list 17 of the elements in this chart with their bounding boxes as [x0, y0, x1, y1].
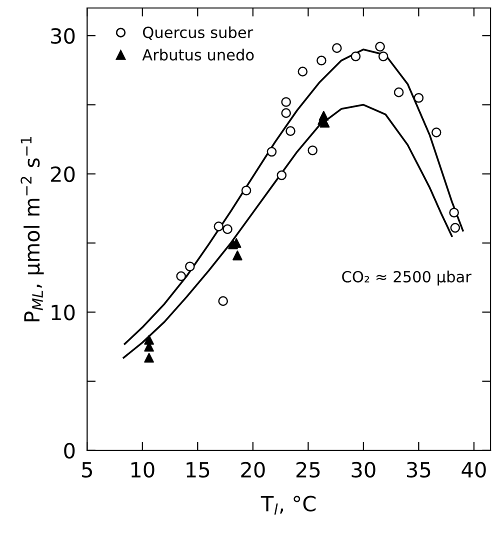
y-tick-label: 20	[51, 166, 75, 182]
x-axis-title: T$_{l}$, °C	[260, 496, 316, 515]
y-tick-label: 30	[51, 28, 75, 44]
y-tick-label: 10	[52, 304, 75, 320]
x-tick-label: 10	[131, 462, 154, 478]
y-tick-label: 0	[64, 442, 75, 459]
legend-label: Quercus suber	[143, 26, 254, 40]
legend-label: Arbutus unedo	[142, 48, 254, 61]
x-tick-label: 40	[462, 462, 486, 478]
x-tick-label: 15	[186, 462, 210, 478]
x-tick-label: 20	[241, 462, 265, 478]
x-tick-label: 30	[352, 462, 376, 478]
y-axis-title: P$_{ML}$, μmol m$^{−2}$ s$^{−1}$	[20, 136, 44, 322]
annotation: CO₂ ≈ 2500 μbar	[342, 270, 472, 286]
x-tick-label: 35	[407, 462, 430, 478]
x-tick-label: 25	[296, 462, 320, 478]
x-tick-label: 5	[82, 462, 92, 478]
